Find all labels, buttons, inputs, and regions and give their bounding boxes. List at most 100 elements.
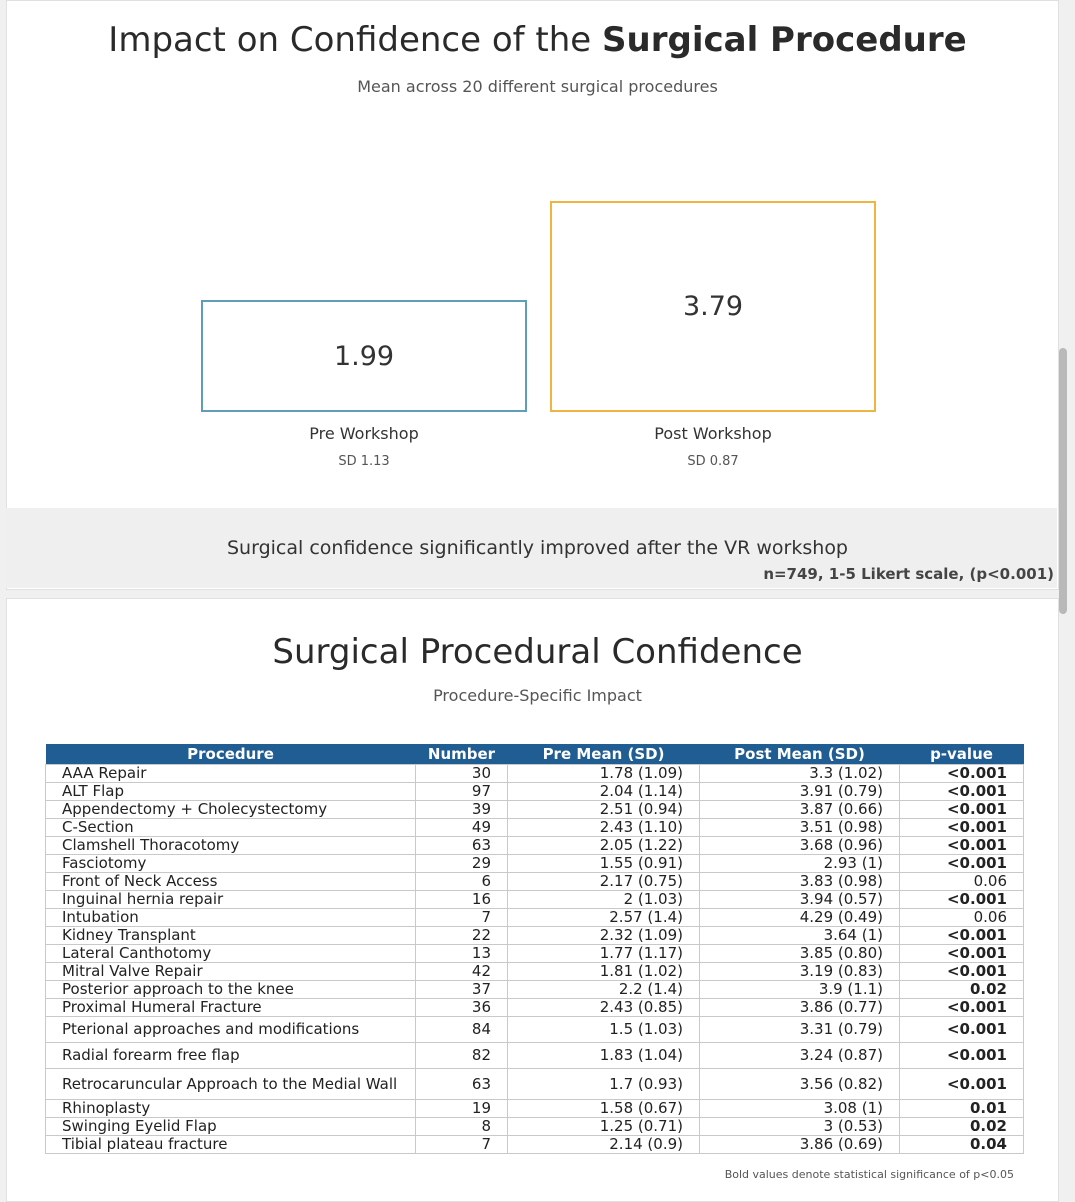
pre-mean-cell: 1.58 (0.67): [507, 1099, 700, 1118]
procedure-cell: Fasciotomy: [45, 854, 416, 873]
table-row: Pterional approaches and modifications 84…: [45, 1016, 1024, 1043]
table-row: Lateral Canthotomy 13 1.77 (1.17) 3.85 (0.8…: [45, 944, 1024, 963]
table-row: AAA Repair 30 1.78 (1.09) 3.3 (1.02) <0.001: [45, 764, 1024, 783]
post-mean-cell: 3.87 (0.66): [699, 800, 900, 819]
p-value-cell: <0.001: [899, 836, 1024, 855]
column-header-pre-mean: Pre Mean (SD): [507, 744, 700, 765]
pre-mean-cell: 2.14 (0.9): [507, 1135, 700, 1154]
table-row: Mitral Valve Repair 42 1.81 (1.02) 3.19 (0.…: [45, 962, 1024, 981]
post-mean-cell: 3.86 (0.77): [699, 998, 900, 1017]
number-cell: 49: [415, 818, 508, 837]
pre-mean-cell: 1.78 (1.09): [507, 764, 700, 783]
pre-mean-cell: 1.83 (1.04): [507, 1042, 700, 1069]
table-body: AAA Repair 30 1.78 (1.09) 3.3 (1.02) <0.001 A…: [45, 764, 1024, 1154]
summary-title: Impact on Confidence of the Surgical Pro…: [108, 20, 967, 60]
procedure-cell: Appendectomy + Cholecystectomy: [45, 800, 416, 819]
pre-mean-cell: 2.43 (1.10): [507, 818, 700, 837]
table-row: Inguinal hernia repair 16 2 (1.03) 3.94 (0.…: [45, 890, 1024, 909]
number-cell: 63: [415, 836, 508, 855]
table-row: Kidney Transplant 22 2.32 (1.09) 3.64 (1) <0…: [45, 926, 1024, 945]
p-value-cell: <0.001: [899, 890, 1024, 909]
number-cell: 6: [415, 872, 508, 891]
number-cell: 8: [415, 1117, 508, 1136]
post-mean-cell: 3.83 (0.98): [699, 872, 900, 891]
pre-workshop-label: Pre Workshop: [309, 424, 419, 443]
footnote: Bold values denote statistical significa…: [724, 1168, 1014, 1181]
number-cell: 22: [415, 926, 508, 945]
number-cell: 30: [415, 764, 508, 783]
pre-mean-cell: 1.81 (1.02): [507, 962, 700, 981]
post-mean-cell: 3.9 (1.1): [699, 980, 900, 999]
p-value-cell: 0.01: [899, 1099, 1024, 1118]
post-mean-cell: 3 (0.53): [699, 1117, 900, 1136]
pre-mean-cell: 2.05 (1.22): [507, 836, 700, 855]
column-header-number: Number: [415, 744, 508, 765]
post-mean-cell: 3.86 (0.69): [699, 1135, 900, 1154]
p-value-cell: <0.001: [899, 800, 1024, 819]
p-value-cell: <0.001: [899, 764, 1024, 783]
scrollbar-thumb[interactable]: [1059, 348, 1067, 614]
procedure-cell: Posterior approach to the knee: [45, 980, 416, 999]
post-workshop-value: 3.79: [682, 291, 744, 322]
number-cell: 36: [415, 998, 508, 1017]
procedures-table: Procedure Number Pre Mean (SD) Post Mean…: [45, 744, 1024, 1154]
post-mean-cell: 3.08 (1): [699, 1099, 900, 1118]
number-cell: 97: [415, 782, 508, 801]
number-cell: 16: [415, 890, 508, 909]
table-row: Posterior approach to the knee 37 2.2 (1.4…: [45, 980, 1024, 999]
number-cell: 29: [415, 854, 508, 873]
pre-workshop-value: 1.99: [333, 340, 395, 372]
post-mean-cell: 3.85 (0.80): [699, 944, 900, 963]
pre-mean-cell: 1.7 (0.93): [507, 1068, 700, 1100]
post-mean-cell: 3.64 (1): [699, 926, 900, 945]
summary-subtitle: Mean across 20 different surgical proced…: [357, 77, 718, 96]
number-cell: 63: [415, 1068, 508, 1100]
table-row: Proximal Humeral Fracture 36 2.43 (0.85) 3.…: [45, 998, 1024, 1017]
post-mean-cell: 3.24 (0.87): [699, 1042, 900, 1069]
pre-mean-cell: 2.51 (0.94): [507, 800, 700, 819]
procedure-cell: AAA Repair: [45, 764, 416, 783]
procedures-subtitle: Procedure-Specific Impact: [433, 686, 642, 705]
pre-mean-cell: 2.32 (1.09): [507, 926, 700, 945]
column-header-p-value: p-value: [899, 744, 1024, 765]
table-row: Swinging Eyelid Flap 8 1.25 (0.71) 3 (0.53)…: [45, 1117, 1024, 1136]
pre-mean-cell: 2.17 (0.75): [507, 872, 700, 891]
pre-mean-cell: 1.25 (0.71): [507, 1117, 700, 1136]
number-cell: 84: [415, 1016, 508, 1043]
sample-note: n=749, 1-5 Likert scale, (p<0.001): [763, 565, 1054, 583]
procedure-cell: Lateral Canthotomy: [45, 944, 416, 963]
post-mean-cell: 2.93 (1): [699, 854, 900, 873]
table-row: Appendectomy + Cholecystectomy 39 2.51 (0.…: [45, 800, 1024, 819]
post-mean-cell: 3.3 (1.02): [699, 764, 900, 783]
table-row: Intubation 7 2.57 (1.4) 4.29 (0.49) 0.06: [45, 908, 1024, 927]
number-cell: 82: [415, 1042, 508, 1069]
conclusion-banner: [6, 508, 1057, 588]
table-row: Clamshell Thoracotomy 63 2.05 (1.22) 3.68 (…: [45, 836, 1024, 855]
pre-mean-cell: 2 (1.03): [507, 890, 700, 909]
table-row: Front of Neck Access 6 2.17 (0.75) 3.83 (0.…: [45, 872, 1024, 891]
table-row: Rhinoplasty 19 1.58 (0.67) 3.08 (1) 0.01: [45, 1099, 1024, 1118]
post-mean-cell: 3.31 (0.79): [699, 1016, 900, 1043]
procedure-cell: Rhinoplasty: [45, 1099, 416, 1118]
post-mean-cell: 3.94 (0.57): [699, 890, 900, 909]
p-value-cell: <0.001: [899, 818, 1024, 837]
procedure-cell: C-Section: [45, 818, 416, 837]
procedures-title: Surgical Procedural Confidence: [272, 632, 803, 672]
column-header-post-mean: Post Mean (SD): [699, 744, 900, 765]
post-workshop-box: 3.79: [550, 201, 876, 412]
post-mean-cell: 3.68 (0.96): [699, 836, 900, 855]
p-value-cell: <0.001: [899, 998, 1024, 1017]
post-mean-cell: 3.91 (0.79): [699, 782, 900, 801]
procedure-cell: Kidney Transplant: [45, 926, 416, 945]
p-value-cell: 0.06: [899, 908, 1024, 927]
procedure-cell: Inguinal hernia repair: [45, 890, 416, 909]
p-value-cell: <0.001: [899, 854, 1024, 873]
procedure-cell: Retrocaruncular Approach to the Medial W…: [45, 1068, 416, 1100]
pre-mean-cell: 1.5 (1.03): [507, 1016, 700, 1043]
procedure-cell: ALT Flap: [45, 782, 416, 801]
p-value-cell: <0.001: [899, 1016, 1024, 1043]
procedure-cell: Front of Neck Access: [45, 872, 416, 891]
table-header-row: Procedure Number Pre Mean (SD) Post Mean…: [45, 744, 1024, 765]
procedure-cell: Mitral Valve Repair: [45, 962, 416, 981]
post-workshop-label: Post Workshop: [654, 424, 772, 443]
